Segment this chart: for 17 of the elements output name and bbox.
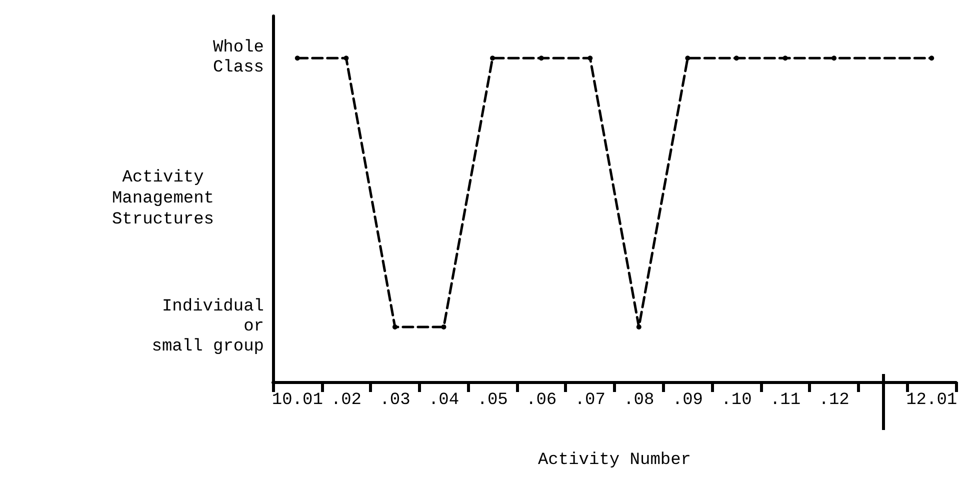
x-tick-label: 12.01	[906, 391, 958, 410]
x-tick-label: 10.01	[272, 391, 323, 410]
y-axis-title: Activity Management Structures	[112, 168, 214, 230]
x-tick-label: .02	[330, 391, 362, 410]
x-tick-label: .03	[380, 391, 410, 410]
x-tick-label: .08	[624, 391, 654, 410]
x-tick-label: .05	[477, 391, 508, 410]
x-tick-label: .11	[770, 391, 801, 410]
x-tick-label: .04	[428, 391, 460, 410]
x-axis-title: Activity Number	[538, 451, 692, 470]
x-tick-label: .10	[721, 391, 752, 410]
text: Whole Class	[212, 38, 264, 78]
x-tick-label: .12	[818, 391, 850, 410]
x-tick-label: .09	[672, 391, 703, 410]
text: Individual or small group	[152, 297, 264, 356]
x-tick-label: .07	[574, 391, 606, 410]
x-tick-label: .06	[526, 391, 557, 410]
